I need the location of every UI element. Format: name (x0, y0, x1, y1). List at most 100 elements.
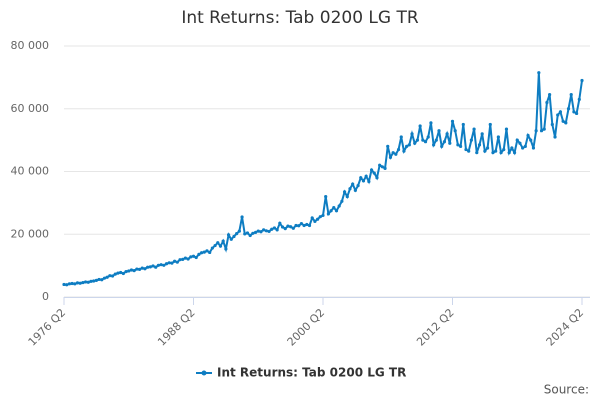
point (102, 276, 107, 280)
point (391, 151, 395, 155)
point (291, 226, 295, 230)
point (564, 121, 568, 125)
point (413, 141, 417, 145)
point (453, 129, 457, 133)
point (348, 187, 352, 191)
point (426, 135, 430, 139)
point (289, 225, 293, 229)
point (521, 146, 525, 150)
point (135, 267, 139, 271)
point (224, 247, 228, 251)
point (399, 135, 403, 139)
point (496, 135, 500, 139)
point (556, 113, 560, 117)
point (173, 259, 177, 263)
legend-label: Int Returns: Tab 0200 LG TR (217, 366, 406, 380)
point (81, 280, 85, 285)
point (208, 250, 212, 255)
point (558, 110, 563, 114)
point (243, 232, 247, 236)
point (316, 217, 320, 221)
point (378, 163, 382, 167)
point (566, 107, 571, 111)
point (361, 179, 366, 183)
point (461, 122, 465, 127)
point (351, 182, 355, 186)
point (353, 188, 357, 192)
point (162, 263, 166, 267)
point (537, 71, 541, 75)
point (86, 280, 90, 284)
x-tick-label: 2000 Q2 (285, 306, 328, 349)
point (575, 111, 579, 116)
point (550, 122, 554, 127)
point (437, 129, 441, 133)
point (143, 267, 147, 271)
y-tick-label: 20 000 (11, 227, 50, 240)
point (305, 222, 309, 227)
point (275, 228, 279, 232)
point (307, 223, 312, 228)
point (423, 140, 428, 144)
point (62, 282, 66, 287)
point (240, 215, 244, 219)
point (148, 265, 152, 269)
point (256, 229, 260, 233)
point (440, 144, 444, 148)
point (321, 213, 325, 218)
point (89, 279, 93, 283)
point (189, 255, 193, 259)
point (262, 228, 266, 232)
point (480, 132, 484, 136)
point (464, 147, 468, 152)
point (75, 281, 80, 285)
point (119, 270, 123, 275)
point (337, 204, 341, 208)
point (472, 127, 476, 131)
point (469, 138, 473, 142)
point (326, 212, 330, 216)
point (237, 229, 241, 233)
point (359, 176, 363, 180)
point (386, 144, 390, 148)
point (132, 269, 136, 273)
point (504, 127, 509, 131)
point (248, 233, 252, 238)
point (146, 265, 150, 269)
point (245, 231, 250, 235)
point (210, 246, 214, 250)
point (448, 141, 452, 145)
point (499, 151, 503, 155)
y-tick-label: 60 000 (11, 102, 50, 115)
point (445, 132, 449, 136)
point (278, 221, 282, 225)
point (264, 229, 268, 233)
point (100, 278, 104, 282)
point (235, 232, 239, 236)
point (280, 225, 285, 229)
point (329, 209, 333, 213)
point (197, 252, 201, 256)
point (405, 144, 409, 148)
point (421, 138, 425, 142)
point (116, 271, 120, 275)
point (418, 124, 422, 128)
y-tick-label: 80 000 (11, 39, 50, 52)
point (561, 119, 565, 123)
point (251, 231, 255, 235)
point (442, 140, 447, 144)
point (388, 155, 393, 159)
point (92, 279, 96, 283)
point (218, 244, 223, 248)
point (129, 268, 134, 272)
point (450, 119, 455, 123)
point (526, 133, 530, 138)
point (510, 146, 514, 150)
point (127, 269, 131, 273)
point (523, 144, 527, 148)
point (272, 226, 277, 230)
point (580, 78, 584, 83)
point (394, 152, 398, 156)
point (283, 227, 287, 231)
point (548, 93, 552, 97)
